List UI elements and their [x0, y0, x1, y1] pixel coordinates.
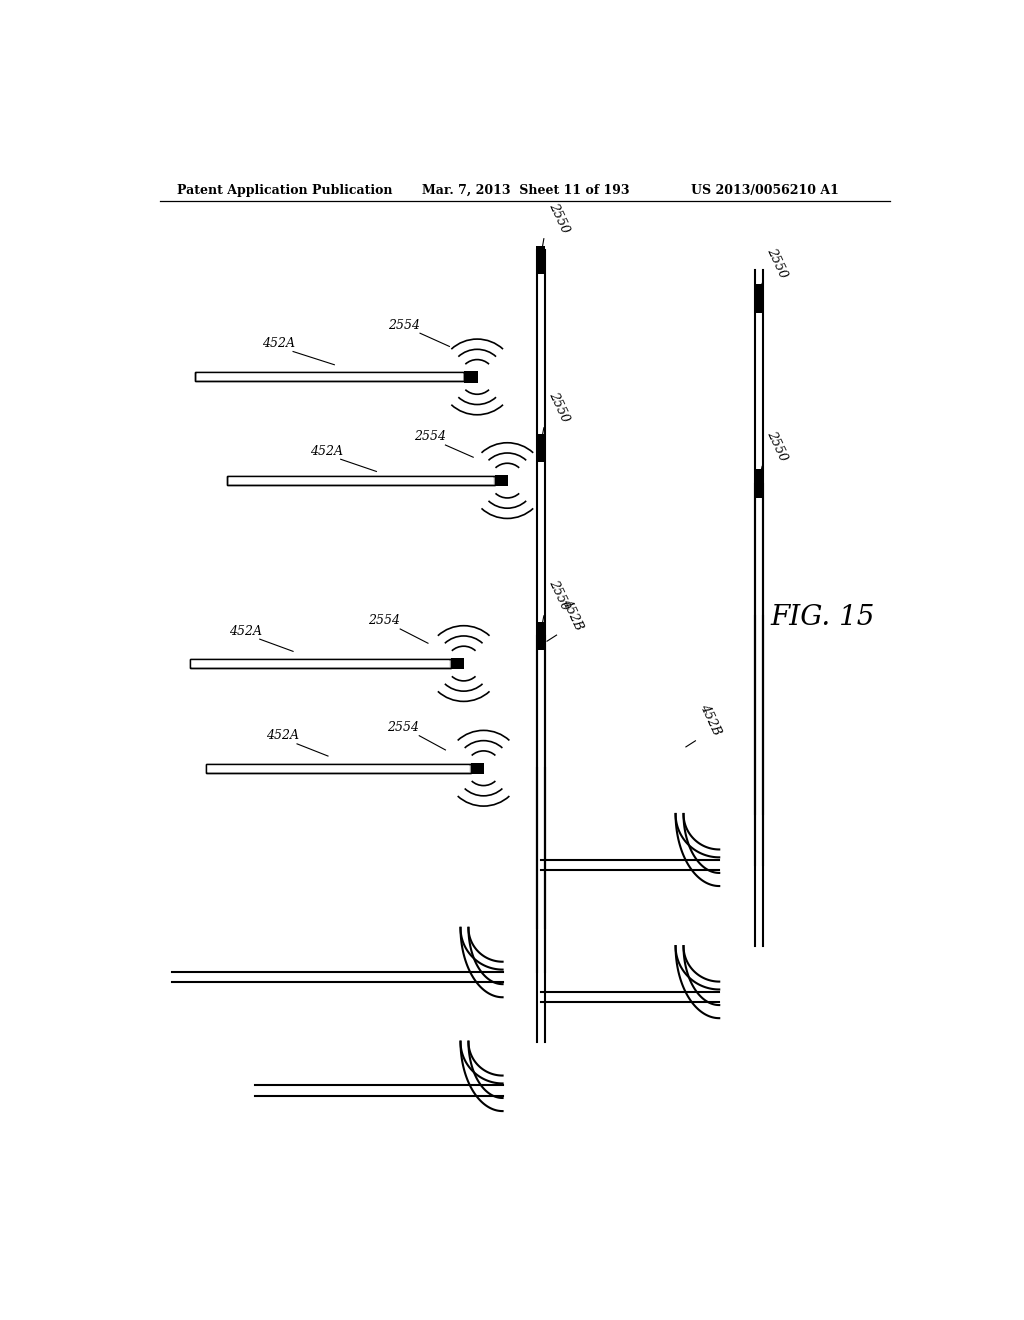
Text: 452B: 452B	[559, 597, 585, 632]
Bar	[754, 284, 764, 313]
Bar	[451, 657, 465, 669]
Bar	[191, 660, 450, 667]
Bar	[227, 477, 495, 486]
Bar	[196, 372, 465, 381]
Text: 452B: 452B	[697, 702, 724, 738]
Bar	[754, 470, 764, 498]
Text: 452A: 452A	[266, 729, 299, 742]
Bar	[536, 434, 546, 462]
Bar	[189, 659, 451, 668]
Text: 2550: 2550	[546, 391, 571, 425]
Text: 2554: 2554	[388, 318, 420, 331]
Bar	[207, 764, 469, 772]
Text: 452A: 452A	[229, 624, 262, 638]
Text: 2550: 2550	[546, 201, 571, 236]
Bar	[196, 372, 465, 381]
Text: 2554: 2554	[414, 430, 445, 444]
Text: FIG. 15: FIG. 15	[770, 605, 874, 631]
Text: 452A: 452A	[310, 445, 343, 458]
Bar	[536, 246, 546, 275]
Text: 452A: 452A	[262, 337, 295, 350]
Bar	[227, 477, 495, 486]
Text: 2550: 2550	[765, 246, 790, 280]
Bar	[189, 659, 451, 668]
Text: US 2013/0056210 A1: US 2013/0056210 A1	[691, 183, 840, 197]
Bar	[197, 374, 463, 380]
Bar	[228, 477, 494, 484]
Text: 2550: 2550	[546, 578, 571, 612]
Bar	[495, 475, 508, 486]
Bar	[471, 763, 484, 774]
Bar	[465, 371, 478, 383]
Text: 2554: 2554	[387, 721, 420, 734]
Text: Mar. 7, 2013  Sheet 11 of 193: Mar. 7, 2013 Sheet 11 of 193	[422, 183, 629, 197]
Text: 2554: 2554	[369, 614, 400, 627]
Text: Patent Application Publication: Patent Application Publication	[177, 183, 392, 197]
Bar	[536, 622, 546, 651]
Bar	[206, 764, 471, 772]
Bar	[206, 764, 471, 772]
Text: 2550: 2550	[765, 429, 790, 463]
